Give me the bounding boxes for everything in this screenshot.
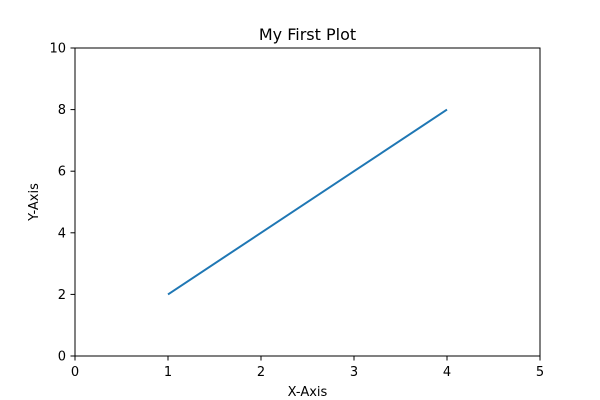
axes-frame	[74, 47, 541, 357]
y-tick-label: 2	[58, 288, 66, 303]
y-tick-label: 8	[58, 103, 66, 118]
y-tick-label: 0	[58, 350, 66, 365]
y-axis-label: Y-Axis	[27, 183, 42, 222]
x-tick-label: 2	[257, 365, 265, 380]
x-tick-label: 1	[164, 365, 172, 380]
x-axis-label: X-Axis	[288, 385, 328, 400]
y-tick-label: 4	[58, 226, 66, 241]
series-line-0	[167, 108, 448, 296]
chart-title: My First Plot	[259, 25, 356, 44]
x-tick-label: 5	[536, 365, 544, 380]
y-tick-label: 10	[49, 42, 66, 57]
x-tick-label: 0	[71, 365, 79, 380]
x-tick-label: 4	[443, 365, 451, 380]
plot-area: 0 1 2 3 4 5 0 2 4 6 8 10	[49, 42, 544, 381]
y-tick-label: 6	[58, 165, 66, 180]
x-tick-label: 3	[350, 365, 358, 380]
